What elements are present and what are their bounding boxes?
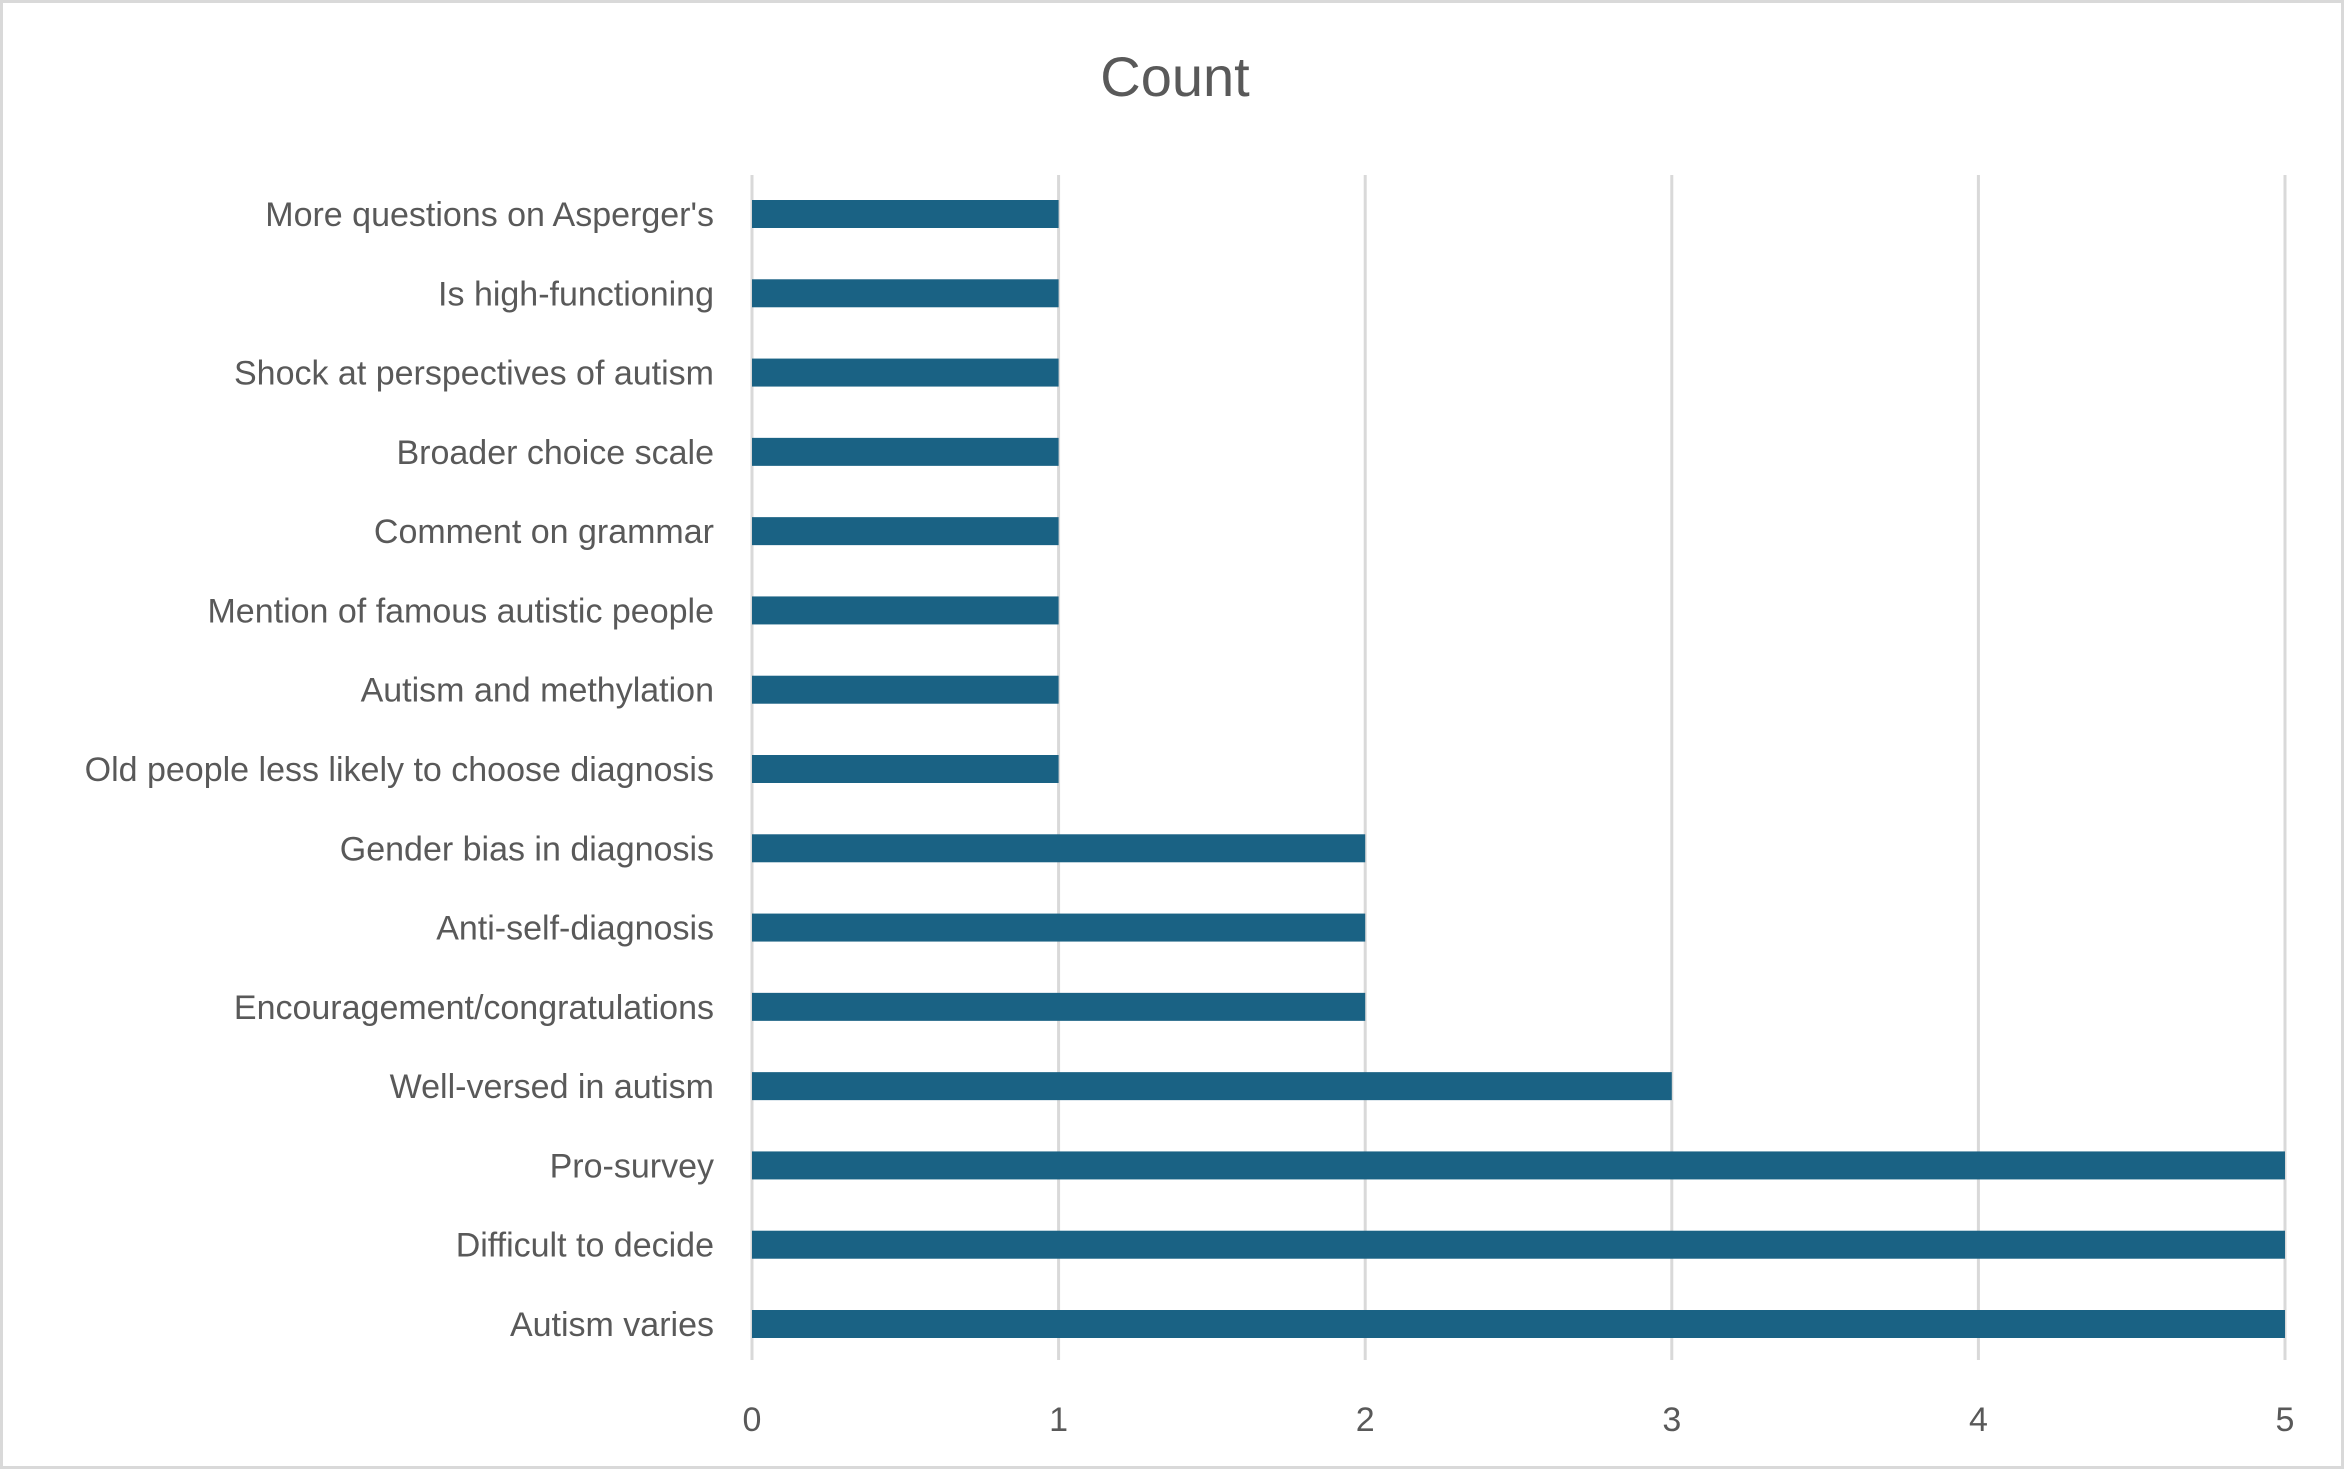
bar <box>752 834 1366 863</box>
x-tick-label: 4 <box>1969 1401 1988 1439</box>
bar <box>752 755 1059 783</box>
x-axis-ticks: 0 1 2 3 4 5 <box>743 1401 2295 1439</box>
category-label: Autism varies <box>510 1306 714 1344</box>
bar <box>752 913 1366 942</box>
category-label: Pro-survey <box>550 1147 714 1185</box>
x-tick-label: 1 <box>1049 1401 1068 1439</box>
category-label: Mention of famous autistic people <box>207 592 714 630</box>
bar <box>752 1230 2285 1259</box>
category-label: Gender bias in diagnosis <box>340 830 714 868</box>
category-label: Encouragement/congratulations <box>234 989 714 1027</box>
chart-title: Count <box>1100 45 1250 108</box>
category-label: Old people less likely to choose diagnos… <box>85 751 714 789</box>
bar <box>752 279 1059 308</box>
bar <box>752 358 1059 387</box>
x-tick-label: 5 <box>2276 1401 2295 1439</box>
x-tick-label: 3 <box>1662 1401 1681 1439</box>
category-label: Well-versed in autism <box>390 1068 714 1106</box>
bars <box>752 200 2285 1338</box>
category-label: More questions on Asperger's <box>265 196 714 234</box>
category-label: Anti-self-diagnosis <box>436 910 714 948</box>
category-label: Broader choice scale <box>396 434 714 472</box>
bar <box>752 437 1059 466</box>
bar <box>752 675 1059 704</box>
category-label: Shock at perspectives of autism <box>234 355 714 393</box>
bar <box>752 992 1366 1021</box>
category-label: Is high-functioning <box>438 275 714 313</box>
bar-chart: Count More questions on Asperger's Is hig… <box>85 45 2295 1439</box>
x-tick-label: 2 <box>1356 1401 1375 1439</box>
category-label: Comment on grammar <box>374 513 714 551</box>
category-labels: More questions on Asperger's Is high-func… <box>85 196 714 1344</box>
category-label: Difficult to decide <box>456 1227 714 1265</box>
bar <box>752 596 1059 625</box>
bar <box>752 1151 2285 1180</box>
bar <box>752 1072 1672 1101</box>
bar <box>752 200 1059 228</box>
bar <box>752 1310 2285 1338</box>
x-tick-label: 0 <box>743 1401 762 1439</box>
category-label: Autism and methylation <box>361 672 714 710</box>
bar <box>752 517 1059 546</box>
